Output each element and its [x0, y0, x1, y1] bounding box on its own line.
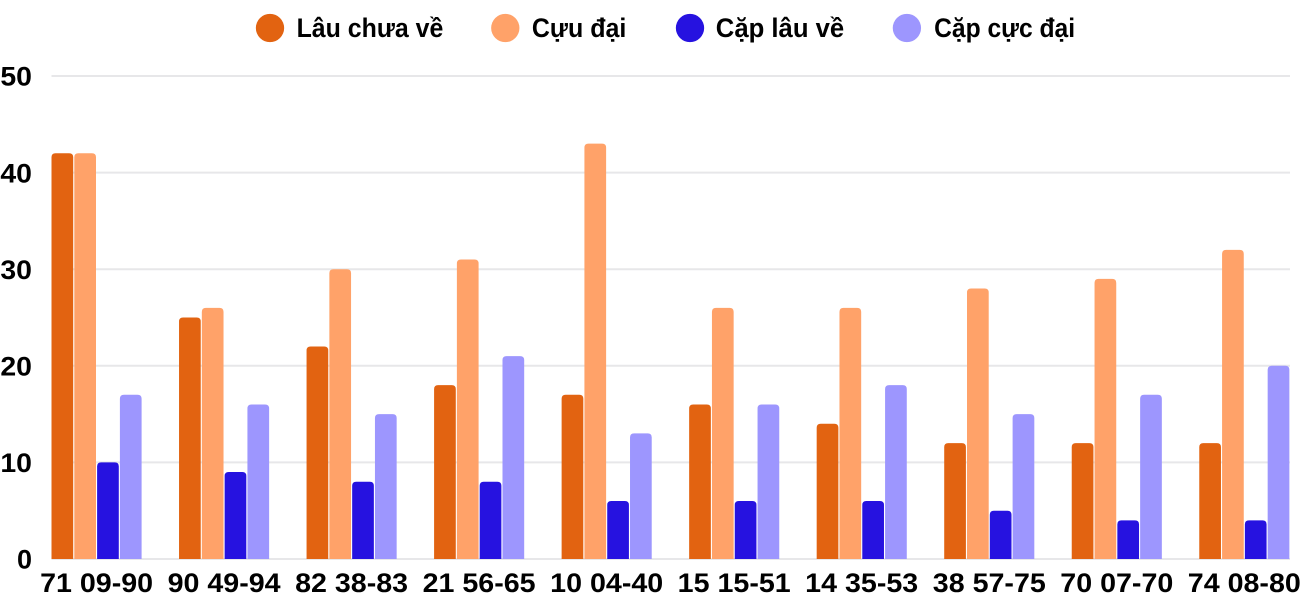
svg-text:82 38-83: 82 38-83: [295, 568, 408, 598]
svg-text:15 15-51: 15 15-51: [678, 568, 791, 598]
svg-text:Cặp cực đại: Cặp cực đại: [934, 13, 1075, 43]
svg-text:Lâu chưa về: Lâu chưa về: [297, 13, 444, 43]
svg-text:0: 0: [17, 545, 32, 575]
svg-text:30: 30: [0, 255, 32, 285]
svg-text:70 07-70: 70 07-70: [1060, 568, 1173, 598]
svg-text:40: 40: [0, 158, 32, 188]
svg-text:50: 50: [0, 62, 32, 92]
svg-text:Cựu đại: Cựu đại: [532, 13, 626, 43]
svg-text:71 09-90: 71 09-90: [40, 568, 153, 598]
svg-text:10: 10: [0, 448, 32, 478]
svg-text:90 49-94: 90 49-94: [168, 568, 281, 598]
svg-text:20: 20: [0, 352, 32, 382]
svg-text:Cặp lâu về: Cặp lâu về: [716, 13, 844, 43]
svg-text:10 04-40: 10 04-40: [550, 568, 663, 598]
svg-text:14 35-53: 14 35-53: [805, 568, 918, 598]
svg-text:21 56-65: 21 56-65: [423, 568, 536, 598]
svg-text:74 08-80: 74 08-80: [1188, 568, 1300, 598]
svg-text:38 57-75: 38 57-75: [933, 568, 1046, 598]
